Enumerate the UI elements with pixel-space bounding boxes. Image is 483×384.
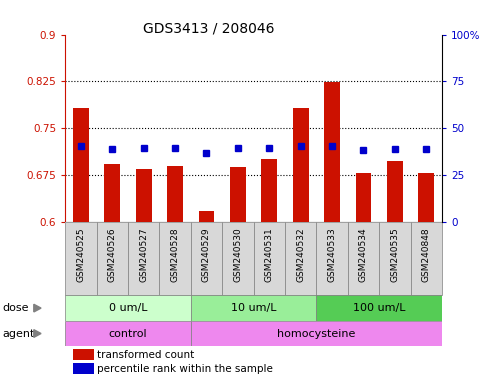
Bar <box>324 82 340 222</box>
Text: control: control <box>109 329 147 339</box>
Bar <box>379 222 411 295</box>
Bar <box>73 108 89 222</box>
Bar <box>167 166 183 222</box>
Bar <box>191 222 222 295</box>
Polygon shape <box>34 330 41 338</box>
Text: GSM240534: GSM240534 <box>359 228 368 282</box>
Bar <box>159 222 191 295</box>
Bar <box>230 167 246 222</box>
Bar <box>348 222 379 295</box>
Bar <box>128 222 159 295</box>
Bar <box>418 173 434 222</box>
Bar <box>136 169 152 222</box>
Bar <box>316 222 348 295</box>
Bar <box>199 211 214 222</box>
Text: 10 um/L: 10 um/L <box>231 303 276 313</box>
Bar <box>65 222 97 295</box>
Bar <box>316 295 442 321</box>
Text: transformed count: transformed count <box>97 350 195 360</box>
Bar <box>355 173 371 222</box>
Text: 100 um/L: 100 um/L <box>353 303 405 313</box>
Bar <box>191 321 442 346</box>
Text: GSM240529: GSM240529 <box>202 228 211 282</box>
Bar <box>254 222 285 295</box>
Bar <box>97 222 128 295</box>
Bar <box>65 321 191 346</box>
Bar <box>411 222 442 295</box>
Text: GSM240530: GSM240530 <box>233 228 242 283</box>
Text: GSM240531: GSM240531 <box>265 228 274 283</box>
Bar <box>222 222 254 295</box>
Text: dose: dose <box>2 303 29 313</box>
Text: GSM240532: GSM240532 <box>296 228 305 282</box>
Text: GSM240525: GSM240525 <box>76 228 85 282</box>
Text: GSM240848: GSM240848 <box>422 228 431 282</box>
Text: GSM240535: GSM240535 <box>390 228 399 283</box>
Bar <box>261 159 277 222</box>
Polygon shape <box>34 304 41 312</box>
Text: GSM240528: GSM240528 <box>170 228 180 282</box>
Bar <box>73 349 94 360</box>
Text: GDS3413 / 208046: GDS3413 / 208046 <box>142 21 274 35</box>
Bar <box>293 108 309 222</box>
Bar <box>65 295 191 321</box>
Bar <box>73 363 94 374</box>
Bar <box>387 161 403 222</box>
Text: GSM240526: GSM240526 <box>108 228 117 282</box>
Text: homocysteine: homocysteine <box>277 329 355 339</box>
Text: 0 um/L: 0 um/L <box>109 303 147 313</box>
Bar <box>191 295 316 321</box>
Text: GSM240533: GSM240533 <box>327 228 337 283</box>
Text: GSM240527: GSM240527 <box>139 228 148 282</box>
Bar <box>285 222 316 295</box>
Text: percentile rank within the sample: percentile rank within the sample <box>97 364 273 374</box>
Text: agent: agent <box>2 329 35 339</box>
Bar <box>104 164 120 222</box>
